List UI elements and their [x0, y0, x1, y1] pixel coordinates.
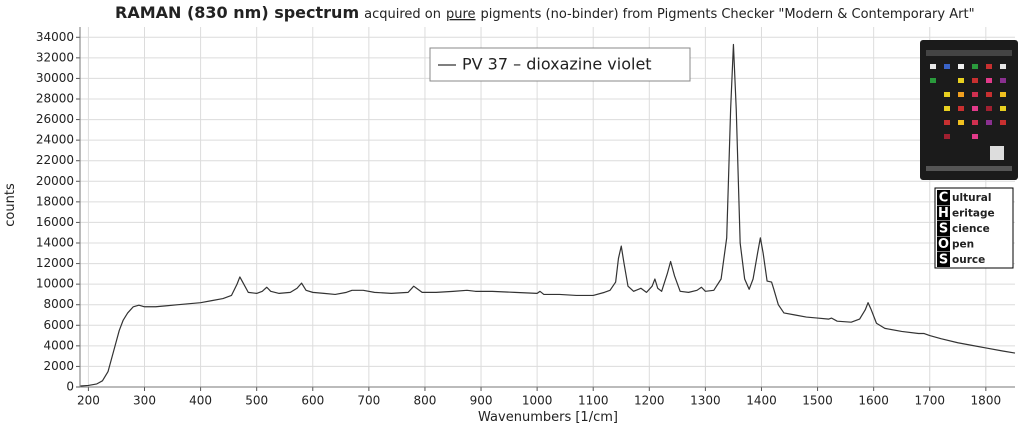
legend: PV 37 – dioxazine violet [429, 47, 691, 82]
x-tick-label: 1800 [971, 394, 1002, 408]
y-tick-label: 6000 [43, 318, 74, 332]
x-tick-label: 1300 [690, 394, 721, 408]
logo-word: ultural [952, 192, 991, 204]
x-tick-label: 1200 [634, 394, 665, 408]
y-tick-label: 2000 [43, 359, 74, 373]
logo-letter: S [939, 222, 948, 237]
pigment-card [920, 40, 1018, 180]
logo-word: ource [952, 254, 985, 266]
title-part: pigments (no-binder) from Pigments Check… [481, 7, 975, 22]
y-tick-label: 16000 [36, 215, 74, 229]
plot [80, 43, 1016, 387]
x-tick-label: 1100 [578, 394, 609, 408]
y-tick-label: 12000 [36, 256, 74, 270]
y-tick-label: 30000 [36, 71, 74, 85]
x-tick-label: 1400 [746, 394, 777, 408]
y-axis-label: counts [3, 183, 18, 227]
x-tick-label: 800 [413, 394, 436, 408]
legend-box [429, 47, 691, 82]
logo-word: pen [952, 239, 974, 251]
y-tick-label: 32000 [36, 50, 74, 64]
logo-letter-box [937, 252, 950, 267]
x-axis-label: Wavenumbers [1/cm] [478, 410, 618, 425]
x-tick-label: 700 [357, 394, 380, 408]
logo-letter-box [937, 205, 950, 221]
title-part: acquired on [364, 7, 441, 22]
y-tick-label: 4000 [43, 338, 74, 352]
y-tick-label: 20000 [36, 174, 74, 188]
y-tick-label: 24000 [36, 133, 74, 147]
x-tick-label: 500 [245, 394, 268, 408]
spectrum-line [80, 43, 1016, 387]
logo-word: eritage [952, 208, 995, 220]
y-tick-label: 14000 [36, 236, 74, 250]
logo-word: cience [952, 223, 990, 235]
y-tick-label: 8000 [43, 297, 74, 311]
legend-label: PV 37 – dioxazine violet [462, 55, 652, 74]
x-tick-label: 300 [133, 394, 156, 408]
y-tick-label: 0 [66, 380, 74, 394]
y-tick-label: 10000 [36, 277, 74, 291]
x-tick-label: 1700 [914, 394, 945, 408]
logo-letter: O [938, 237, 949, 252]
logo-letter-box [937, 190, 950, 205]
y-tick-label: 22000 [36, 153, 74, 167]
logo-letter-box [937, 221, 950, 236]
title-main: RAMAN (830 nm) spectrum [115, 3, 359, 22]
chart-title: RAMAN (830 nm) spectrum acquired on pure pi… [115, 3, 975, 22]
x-tick-label: 600 [301, 394, 324, 408]
x-tick-label: 400 [189, 394, 212, 408]
logo-letter-box [937, 236, 950, 252]
x-tick-label: 200 [77, 394, 100, 408]
y-tick-label: 28000 [36, 92, 74, 106]
title-part: pure [446, 7, 476, 22]
x-tick-label: 900 [470, 394, 493, 408]
logo-letter: S [939, 253, 948, 268]
logo-letter: H [938, 206, 949, 221]
y-tick-label: 18000 [36, 194, 74, 208]
y-tick-label: 34000 [36, 30, 74, 44]
y-tick-label: 26000 [36, 112, 74, 126]
logo-letter: C [939, 191, 949, 206]
x-tick-label: 1000 [522, 394, 553, 408]
grid: 0 2000 4000 6000 8000 10000 12000 14000 16000 180… [36, 27, 1015, 408]
x-tick-label: 1600 [858, 394, 889, 408]
x-tick-label: 1500 [802, 394, 833, 408]
